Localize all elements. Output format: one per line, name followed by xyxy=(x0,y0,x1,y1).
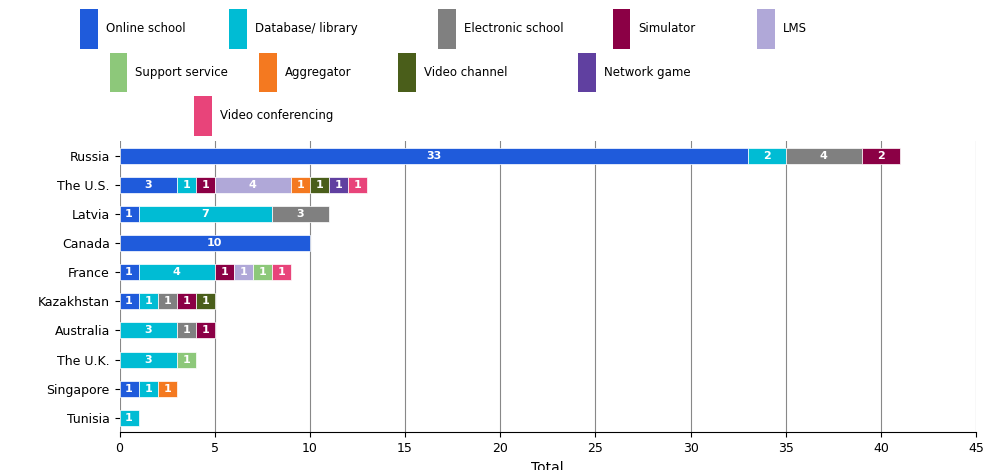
Bar xyxy=(786,148,862,164)
Text: 3: 3 xyxy=(144,354,151,365)
Text: Support service: Support service xyxy=(135,66,228,79)
Text: 4: 4 xyxy=(820,150,828,161)
Bar xyxy=(120,206,138,222)
Text: 1: 1 xyxy=(258,267,266,277)
Bar xyxy=(862,148,900,164)
Text: 1: 1 xyxy=(182,180,190,190)
Bar xyxy=(176,177,195,193)
Bar xyxy=(253,264,272,280)
Bar xyxy=(215,177,291,193)
Text: 1: 1 xyxy=(125,296,132,306)
Bar xyxy=(578,53,596,92)
Text: 1: 1 xyxy=(125,413,132,423)
Bar xyxy=(291,177,310,193)
Text: 1: 1 xyxy=(182,296,190,306)
Bar xyxy=(176,322,195,338)
Text: 2: 2 xyxy=(763,150,771,161)
Text: 4: 4 xyxy=(172,267,180,277)
Text: 1: 1 xyxy=(201,325,209,336)
Text: Video conferencing: Video conferencing xyxy=(220,110,334,122)
Text: 1: 1 xyxy=(297,180,304,190)
Bar xyxy=(120,235,310,251)
Bar xyxy=(120,177,176,193)
Text: 1: 1 xyxy=(163,384,171,394)
Text: 1: 1 xyxy=(144,384,152,394)
Bar xyxy=(272,206,329,222)
Text: Database/ library: Database/ library xyxy=(255,23,358,35)
Text: 1: 1 xyxy=(335,180,343,190)
Bar xyxy=(110,53,127,92)
Bar xyxy=(748,148,786,164)
Bar xyxy=(120,381,138,397)
Bar xyxy=(120,148,748,164)
Bar xyxy=(194,96,212,135)
Text: 1: 1 xyxy=(125,384,132,394)
Text: Online school: Online school xyxy=(106,23,185,35)
Bar xyxy=(138,293,157,309)
Text: 3: 3 xyxy=(144,180,151,190)
Bar xyxy=(176,352,195,368)
Text: 7: 7 xyxy=(201,209,209,219)
Text: 4: 4 xyxy=(249,180,257,190)
Text: 3: 3 xyxy=(297,209,304,219)
Text: 3: 3 xyxy=(144,325,151,336)
Bar xyxy=(138,264,215,280)
Bar xyxy=(157,293,176,309)
Text: 1: 1 xyxy=(316,180,324,190)
Bar xyxy=(176,293,195,309)
Text: 1: 1 xyxy=(182,354,190,365)
Bar xyxy=(259,53,277,92)
Bar xyxy=(438,9,456,49)
Bar xyxy=(310,177,329,193)
Text: 1: 1 xyxy=(220,267,228,277)
Bar xyxy=(613,9,630,49)
Text: 1: 1 xyxy=(163,296,171,306)
Bar xyxy=(120,410,138,426)
Text: 1: 1 xyxy=(278,267,285,277)
Bar xyxy=(138,206,272,222)
Bar xyxy=(348,177,367,193)
Text: Video channel: Video channel xyxy=(424,66,508,79)
Text: 2: 2 xyxy=(877,150,884,161)
Text: 1: 1 xyxy=(201,296,209,306)
Bar xyxy=(229,9,247,49)
Bar xyxy=(329,177,348,193)
Bar xyxy=(195,322,215,338)
Bar xyxy=(157,381,176,397)
Bar xyxy=(215,264,234,280)
Text: 1: 1 xyxy=(125,267,132,277)
Text: 1: 1 xyxy=(144,296,152,306)
Text: 1: 1 xyxy=(182,325,190,336)
Text: Aggregator: Aggregator xyxy=(285,66,352,79)
Text: 10: 10 xyxy=(207,238,222,248)
Text: LMS: LMS xyxy=(783,23,807,35)
Bar xyxy=(234,264,253,280)
Text: 1: 1 xyxy=(354,180,362,190)
Text: Electronic school: Electronic school xyxy=(464,23,564,35)
Text: 1: 1 xyxy=(239,267,247,277)
X-axis label: Total: Total xyxy=(532,461,564,470)
Bar xyxy=(138,381,157,397)
Bar xyxy=(120,264,138,280)
Text: 1: 1 xyxy=(125,209,132,219)
Text: Simulator: Simulator xyxy=(638,23,695,35)
Text: Network game: Network game xyxy=(604,66,690,79)
Bar xyxy=(120,322,176,338)
Bar xyxy=(80,9,98,49)
Text: 1: 1 xyxy=(201,180,209,190)
Bar xyxy=(398,53,416,92)
Bar xyxy=(757,9,775,49)
Bar xyxy=(272,264,291,280)
Text: 33: 33 xyxy=(426,150,441,161)
Bar xyxy=(120,293,138,309)
Bar xyxy=(120,352,176,368)
Bar xyxy=(195,177,215,193)
Bar xyxy=(195,293,215,309)
